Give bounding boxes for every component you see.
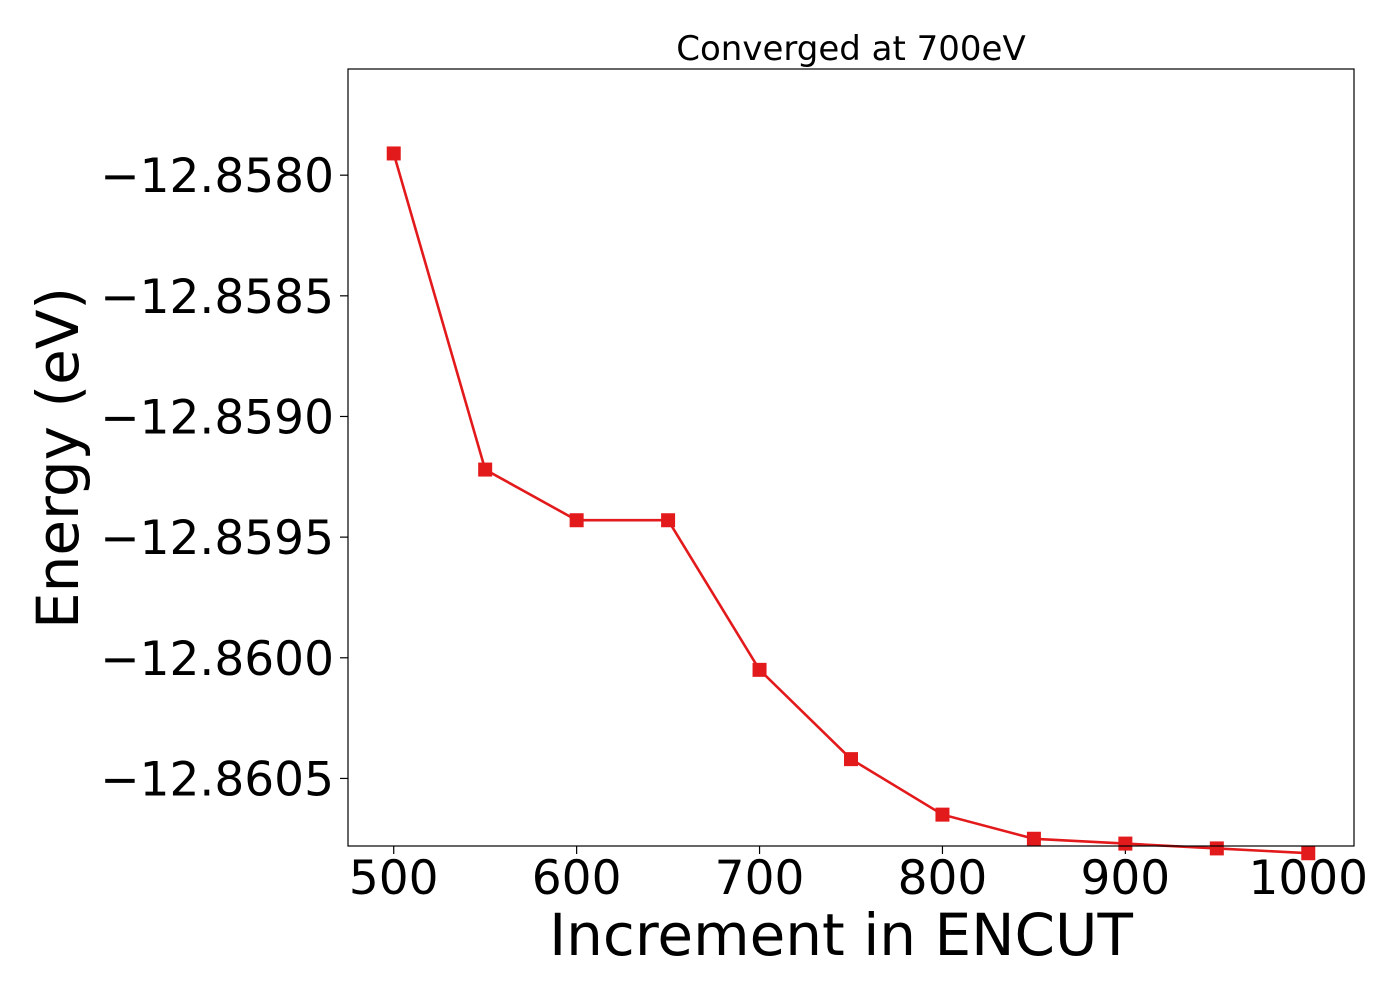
data-point-marker	[844, 752, 858, 767]
data-point-marker	[1026, 831, 1041, 846]
y-tick-label: −12.8595	[100, 511, 334, 566]
y-axis-ticks: −12.8580 −12.8585 −12.8590 −12.8595 −12.8600…	[100, 149, 348, 807]
x-axis-ticks: 500 600 700 800 900 1000	[349, 846, 1368, 906]
data-point-marker	[752, 662, 767, 677]
y-tick-label: −12.8605	[100, 752, 334, 807]
x-axis-label: Increment in ENCUT	[549, 901, 1133, 969]
plot-frame	[347, 68, 1355, 847]
data-point-marker	[935, 807, 950, 822]
data-point-marker	[1301, 846, 1316, 861]
data-point-marker	[569, 513, 584, 528]
chart-title: Converged at 700eV	[676, 29, 1025, 69]
data-point-marker	[1209, 841, 1224, 856]
y-tick-label: −12.8580	[100, 149, 334, 204]
x-tick-label: 700	[715, 851, 805, 906]
data-point-marker	[478, 462, 493, 477]
x-tick-label: 900	[1081, 851, 1171, 906]
y-tick-label: −12.8600	[100, 632, 334, 687]
x-tick-label: 500	[349, 851, 439, 906]
x-tick-label: 800	[898, 851, 988, 906]
data-point-marker	[386, 146, 401, 161]
y-tick-label: −12.8585	[100, 270, 334, 325]
data-point-marker	[661, 513, 676, 528]
series-layer	[386, 146, 1316, 861]
y-tick-label: −12.8590	[100, 390, 334, 445]
data-point-marker	[1118, 836, 1133, 851]
y-axis-label: Energy (eV)	[24, 287, 92, 629]
x-tick-label: 600	[532, 851, 622, 906]
